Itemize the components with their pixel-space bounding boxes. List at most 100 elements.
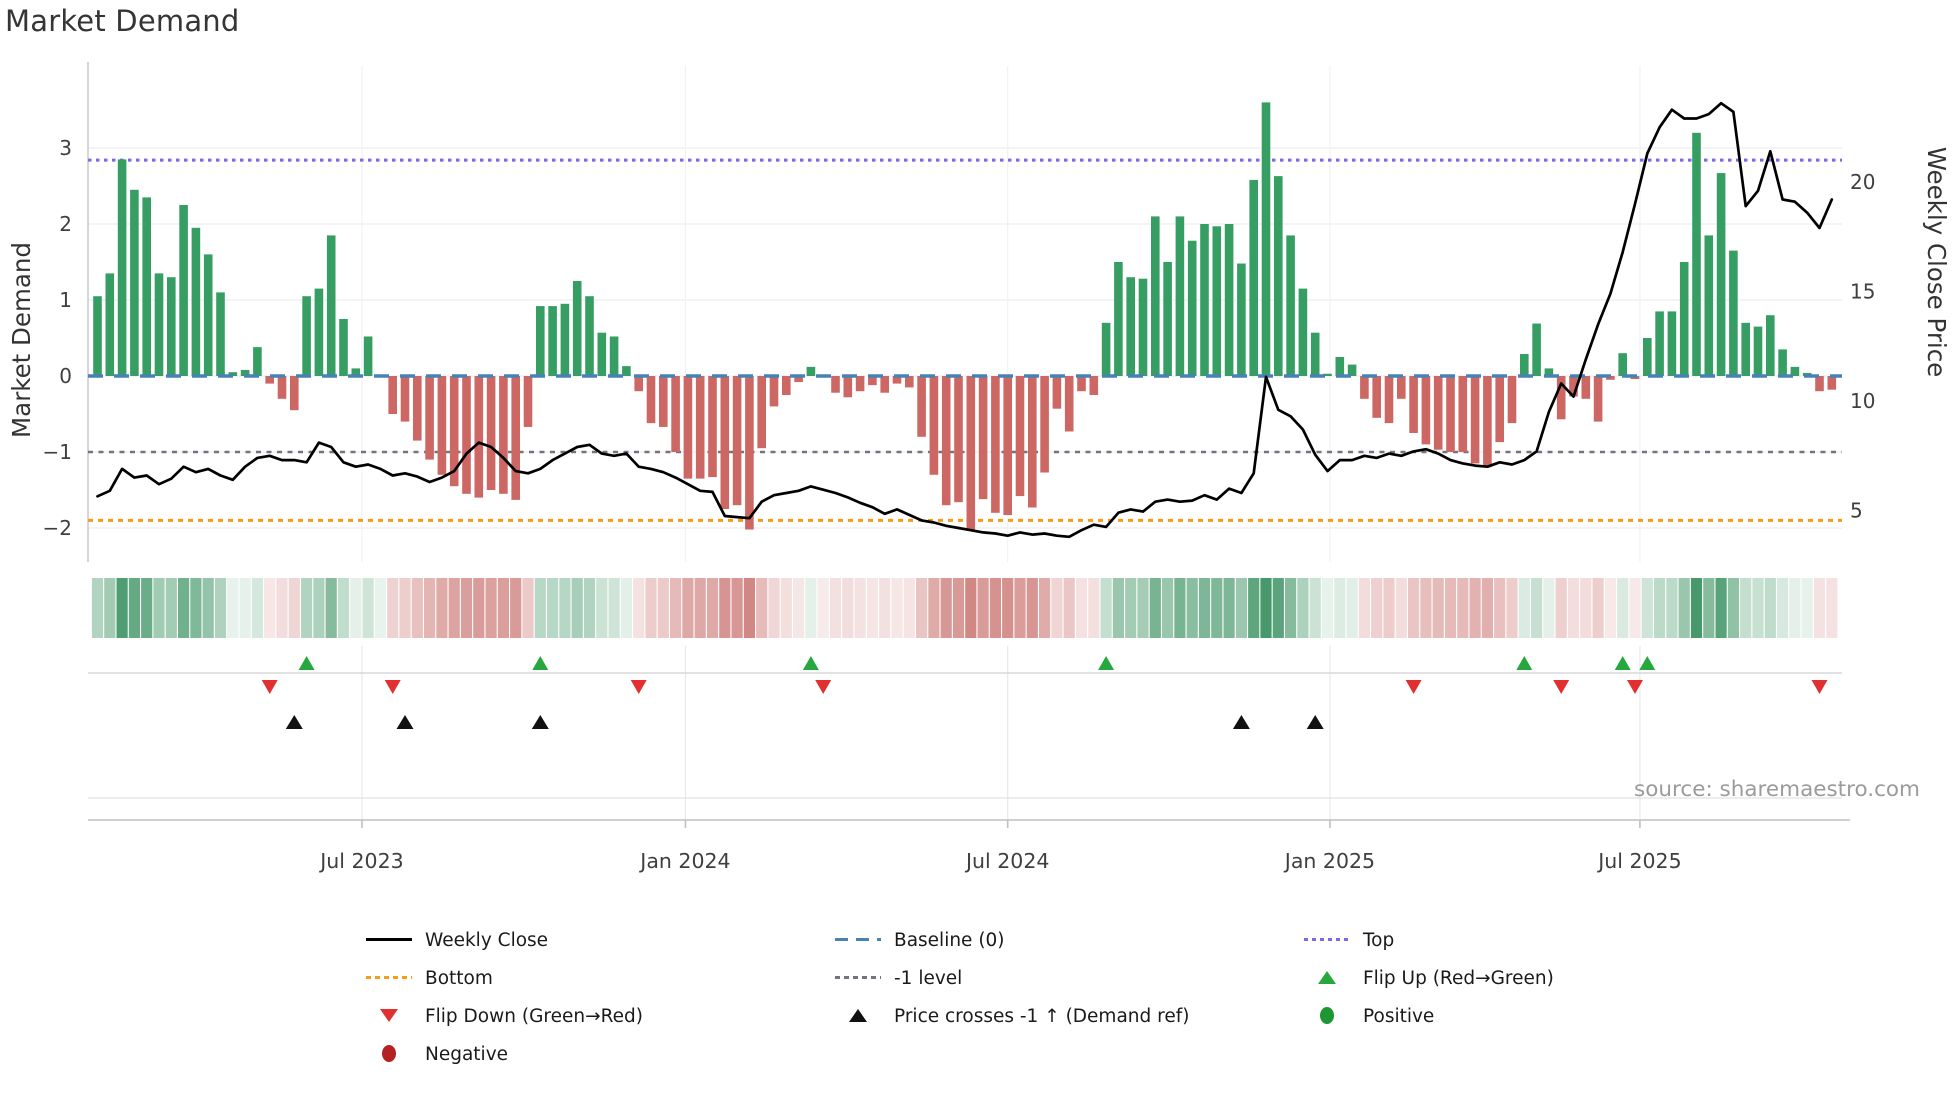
demand-bar — [794, 376, 803, 383]
heatmap-cell — [153, 578, 165, 638]
demand-bar — [339, 319, 348, 376]
heatmap-cell — [965, 578, 977, 638]
demand-bar — [1483, 376, 1492, 468]
demand-bar — [843, 376, 853, 398]
demand-bar — [1040, 376, 1049, 473]
legend-item-label: Weekly Close — [425, 929, 549, 951]
legend-item: Price crosses -1 ↑ (Demand ref) — [835, 997, 1189, 1035]
heatmap-strip — [91, 578, 1838, 638]
demand-bar — [1766, 315, 1775, 376]
demand-bar — [1655, 311, 1664, 376]
demand-bar — [757, 376, 766, 449]
demand-bar — [1347, 364, 1357, 376]
demand-bar — [117, 159, 127, 376]
triangle-up-green-icon — [1304, 968, 1350, 988]
demand-bar — [1114, 262, 1123, 376]
demand-bar — [351, 368, 361, 376]
heatmap-cell — [1211, 578, 1223, 638]
heatmap-cell — [1125, 578, 1137, 638]
heatmap-cell — [1518, 578, 1530, 638]
flip-up-icon — [1098, 656, 1115, 670]
demand-bar — [1433, 376, 1443, 450]
demand-bar — [1028, 376, 1037, 508]
heatmap-cell — [719, 578, 731, 638]
heatmap-cell — [1826, 578, 1838, 638]
heatmap-cell — [866, 578, 878, 638]
demand-bar — [302, 296, 311, 376]
heatmap-cell — [1567, 578, 1580, 638]
demand-bar — [499, 376, 508, 494]
demand-bar — [1151, 216, 1160, 376]
demand-bar — [1200, 224, 1209, 376]
demand-bar — [954, 376, 963, 503]
demand-bar — [1224, 224, 1234, 376]
heatmap-cell — [1334, 578, 1346, 638]
heatmap-cell — [1789, 578, 1801, 638]
heatmap-cell — [706, 578, 719, 638]
demand-bar — [449, 376, 459, 487]
demand-bar — [105, 273, 115, 376]
demand-bar — [1397, 376, 1406, 399]
legend: Weekly Close Bottom Flip Down (Green→Red) N… — [0, 921, 1960, 1091]
circle-green-icon-shape — [1320, 1007, 1334, 1024]
demand-bar — [1274, 176, 1283, 376]
demand-bar — [1520, 353, 1529, 376]
demand-bar — [523, 376, 533, 427]
heatmap-cell — [1002, 578, 1014, 638]
heatmap-cell — [485, 578, 497, 638]
demand-bar — [732, 376, 742, 506]
demand-bar — [1643, 338, 1652, 376]
page-title: Market Demand — [5, 4, 240, 38]
heatmap-cell — [473, 578, 485, 638]
demand-bar — [314, 288, 324, 376]
right-tick-label: 10 — [1850, 389, 1875, 413]
demand-bar — [1778, 349, 1787, 376]
heatmap-cell — [141, 578, 153, 638]
demand-bar — [1741, 322, 1750, 376]
flip-up-icon — [1639, 656, 1656, 670]
demand-bar — [1101, 322, 1111, 376]
demand-bar — [1286, 235, 1295, 376]
heatmap-cell — [1715, 578, 1727, 638]
heatmap-cell — [1727, 578, 1739, 638]
solid-line-black-icon-shape — [366, 938, 412, 941]
triangle-up-black-icon — [835, 1006, 881, 1026]
demand-bar — [1704, 235, 1714, 376]
heatmap-cell — [1555, 578, 1567, 638]
heatmap-cell — [670, 578, 682, 638]
heatmap-cell — [1666, 578, 1678, 638]
heatmap-cell — [214, 578, 227, 638]
demand-bar — [1163, 262, 1172, 376]
demand-bar — [1593, 376, 1603, 422]
demand-bar — [1556, 376, 1566, 420]
demand-bar — [905, 376, 914, 388]
demand-bar — [191, 227, 201, 376]
heatmap-cell — [313, 578, 325, 638]
heatmap-cell — [633, 578, 645, 638]
heatmap-cell — [116, 578, 128, 638]
demand-bar — [1015, 376, 1025, 497]
gridlines — [87, 62, 1842, 820]
dashed-gray-icon-shape — [835, 976, 881, 979]
triangle-down-red-icon — [366, 1006, 412, 1026]
demand-bar — [203, 254, 213, 376]
price-cross-icon — [1232, 715, 1250, 729]
demand-bar — [572, 281, 582, 376]
demand-bar — [929, 376, 939, 475]
right-tick-label: 15 — [1850, 280, 1875, 304]
demand-bar — [474, 376, 484, 498]
demand-bar — [167, 277, 176, 376]
flip-down-icon — [1405, 680, 1422, 694]
demand-bar — [1815, 376, 1824, 392]
demand-bar — [1138, 278, 1148, 376]
legend-column: Baseline (0) -1 level Price crosses -1 ↑ (… — [835, 921, 1189, 1035]
legend-item: Weekly Close — [366, 921, 643, 959]
heatmap-cell — [1149, 578, 1161, 638]
demand-bar — [622, 366, 631, 376]
heatmap-cell — [1813, 578, 1826, 638]
heatmap-cell — [1629, 578, 1641, 638]
right-axis-title: Weekly Close Price — [1922, 147, 1951, 378]
price-cross-icon — [285, 715, 303, 729]
solid-line-black-icon — [366, 930, 412, 950]
